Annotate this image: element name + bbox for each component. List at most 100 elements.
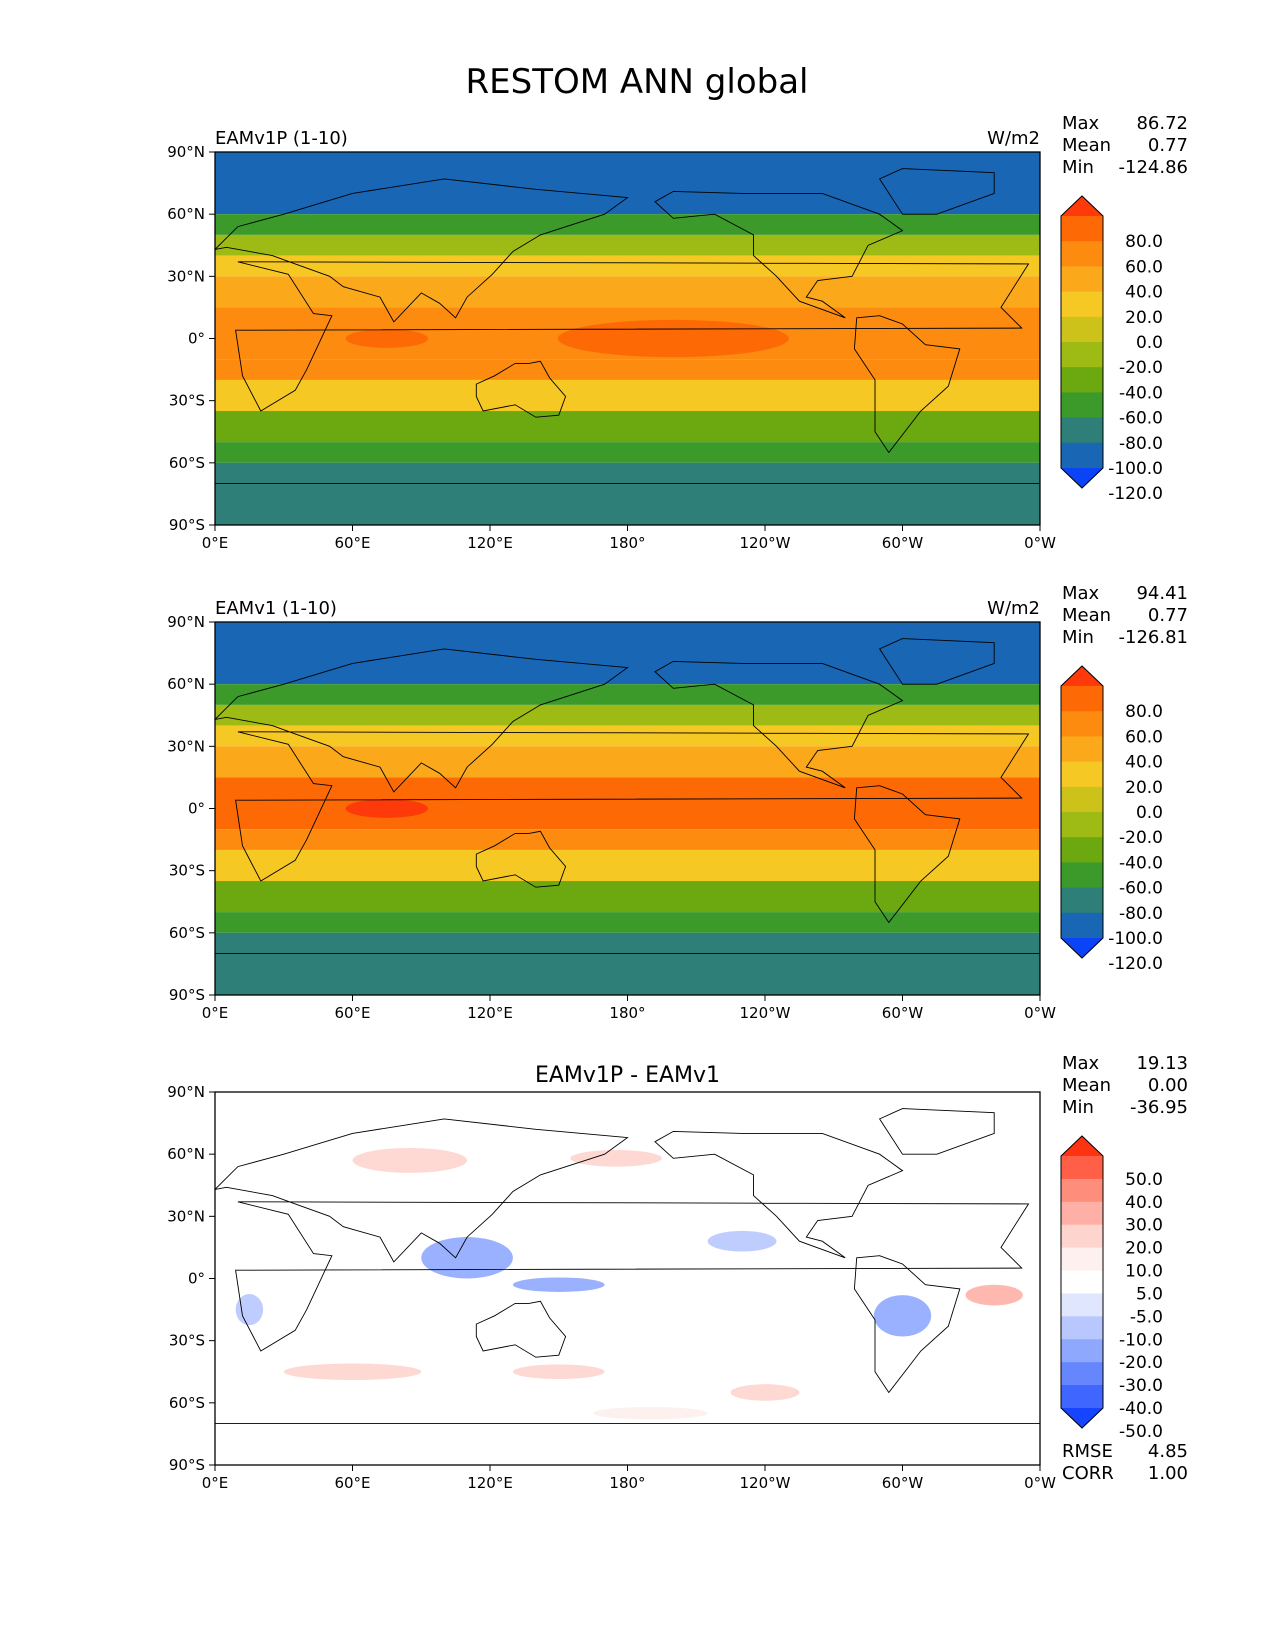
- colorbar-segment: [1061, 711, 1103, 737]
- stat-label: Mean: [1062, 605, 1111, 626]
- stat-label: Min: [1062, 1097, 1094, 1118]
- colorbar-tick-label: 40.0: [1125, 753, 1163, 773]
- band-8: [215, 881, 1040, 913]
- colorbar-tick-label: 60.0: [1125, 257, 1163, 277]
- band-3: [215, 725, 1040, 747]
- map-panel-3: EAMv1P - EAMv1 90°N 60°N 30°N 0° 30°S 60°S 90°S…: [167, 1053, 1188, 1492]
- colorbar-tick-label: 40.0: [1125, 283, 1163, 303]
- colorbar-segment: [1061, 686, 1103, 712]
- anomaly-3: [707, 1230, 777, 1252]
- panel-title: EAMv1 (1-10): [215, 598, 337, 619]
- band-4: [215, 276, 1040, 308]
- lon-tick-label: 60°W: [882, 1474, 924, 1492]
- panel-title: EAMv1P - EAMv1: [535, 1063, 720, 1088]
- colorbar: 50.0 40.0 30.0 20.0 10.05.0 -5.0 -10.0 -20.0 -30…: [1060, 1135, 1163, 1442]
- band-8: [215, 411, 1040, 443]
- stat-label: Min: [1062, 627, 1094, 648]
- anomaly-11: [593, 1406, 708, 1420]
- colorbar-tick-label: -20.0: [1119, 358, 1163, 378]
- map-panel-1: EAMv1P (1-10) W/m2 90°N 60°N 30°N 0° 30°S 60°S 9…: [167, 113, 1188, 552]
- lon-tick-label: 60°W: [882, 534, 924, 552]
- lon-tick-label: 60°E: [334, 534, 370, 552]
- colorbar-extend-bottom: [1061, 938, 1103, 958]
- lat-tick-label: 90°N: [167, 143, 205, 161]
- band-9: [215, 442, 1040, 463]
- anomaly-4: [235, 1294, 264, 1326]
- stat-value: 86.72: [1136, 113, 1188, 134]
- colorbar-segment: [1061, 1247, 1103, 1272]
- lon-tick-label: 120°W: [740, 534, 791, 552]
- colorbar-segment: [1061, 837, 1103, 863]
- lon-tick-label: 180°: [609, 1474, 645, 1492]
- lat-tick-label: 60°S: [169, 924, 205, 942]
- lat-tick-label: 60°N: [167, 205, 205, 223]
- band-9: [215, 912, 1040, 933]
- colorbar-tick-label: -120.0: [1108, 484, 1163, 504]
- colorbar-tick-label: -40.0: [1119, 1399, 1163, 1419]
- coastlines: [215, 168, 1040, 525]
- colorbar-extend-top: [1061, 666, 1103, 686]
- lon-tick-label: 180°: [609, 1004, 645, 1022]
- lon-tick-label: 0°W: [1024, 1474, 1056, 1492]
- colorbar-segment: [1061, 241, 1103, 267]
- panel-title: EAMv1P (1-10): [215, 128, 348, 149]
- lat-tick-label: 30°S: [169, 392, 205, 410]
- lat-tick-label: 60°S: [169, 1394, 205, 1412]
- lat-tick-label: 0°: [188, 800, 205, 818]
- band-6: [215, 359, 1040, 380]
- colorbar-outline: [1060, 1135, 1104, 1429]
- colorbar-tick-label: -60.0: [1119, 409, 1163, 429]
- stat-label: Max: [1062, 113, 1100, 134]
- warm-pool-indian: [345, 329, 429, 348]
- lat-tick-label: 0°: [188, 330, 205, 348]
- colorbar-segment: [1061, 1339, 1103, 1363]
- colorbar-segment: [1061, 266, 1103, 293]
- colorbar-tick-label: -80.0: [1119, 434, 1163, 454]
- stat-value: 19.13: [1136, 1053, 1188, 1074]
- stat-label: Mean: [1062, 1075, 1111, 1096]
- lat-tick-label: 90°N: [167, 1083, 205, 1101]
- anomaly-6: [570, 1150, 662, 1167]
- colorbar-tick-label: 0.0: [1136, 803, 1163, 823]
- band-0: [215, 622, 1040, 685]
- lat-tick-label: 90°S: [169, 1456, 205, 1474]
- band-4: [215, 746, 1040, 778]
- units-label: W/m2: [987, 128, 1040, 149]
- lon-tick-label: 120°W: [740, 1004, 791, 1022]
- colorbar-tick-label: 60.0: [1125, 727, 1163, 747]
- colorbar-tick-label: -50.0: [1119, 1422, 1163, 1442]
- stat-value: -124.86: [1119, 157, 1188, 178]
- stat-label: Max: [1062, 1053, 1100, 1074]
- colorbar-segment: [1061, 1224, 1103, 1249]
- colorbar-tick-label: -40.0: [1119, 853, 1163, 873]
- colorbar-tick-label: 80.0: [1125, 702, 1163, 722]
- colorbar-tick-label: -120.0: [1108, 954, 1163, 974]
- colorbar-tick-label: -5.0: [1130, 1307, 1163, 1327]
- colorbar-segment: [1061, 812, 1103, 838]
- lat-tick-label: 30°N: [167, 267, 205, 285]
- colorbar-tick-label: -40.0: [1119, 383, 1163, 403]
- lat-tick-label: 30°S: [169, 1332, 205, 1350]
- lat-tick-label: 60°S: [169, 454, 205, 472]
- map-field: [215, 1092, 1040, 1465]
- colorbar-segment: [1061, 736, 1103, 763]
- band-1: [215, 214, 1040, 235]
- lat-tick-label: 90°N: [167, 613, 205, 631]
- coastlines: [215, 638, 1040, 995]
- units-label: W/m2: [987, 598, 1040, 619]
- colorbar-segment: [1061, 316, 1103, 343]
- colorbar-segment: [1061, 912, 1103, 939]
- stat-value: 0.00: [1148, 1075, 1188, 1096]
- lon-tick-label: 60°E: [334, 1474, 370, 1492]
- lon-tick-label: 120°E: [467, 1004, 513, 1022]
- colorbar-segment: [1061, 291, 1103, 318]
- colorbar-extend-top: [1061, 1136, 1103, 1156]
- band-2: [215, 234, 1040, 256]
- stat-value: 4.85: [1148, 1441, 1188, 1462]
- band-7: [215, 379, 1040, 412]
- lat-tick-label: 90°S: [169, 516, 205, 534]
- lat-tick-label: 60°N: [167, 1145, 205, 1163]
- anomaly-8: [283, 1363, 422, 1381]
- colorbar-tick-label: 30.0: [1125, 1216, 1163, 1236]
- colorbar-tick-label: -20.0: [1119, 828, 1163, 848]
